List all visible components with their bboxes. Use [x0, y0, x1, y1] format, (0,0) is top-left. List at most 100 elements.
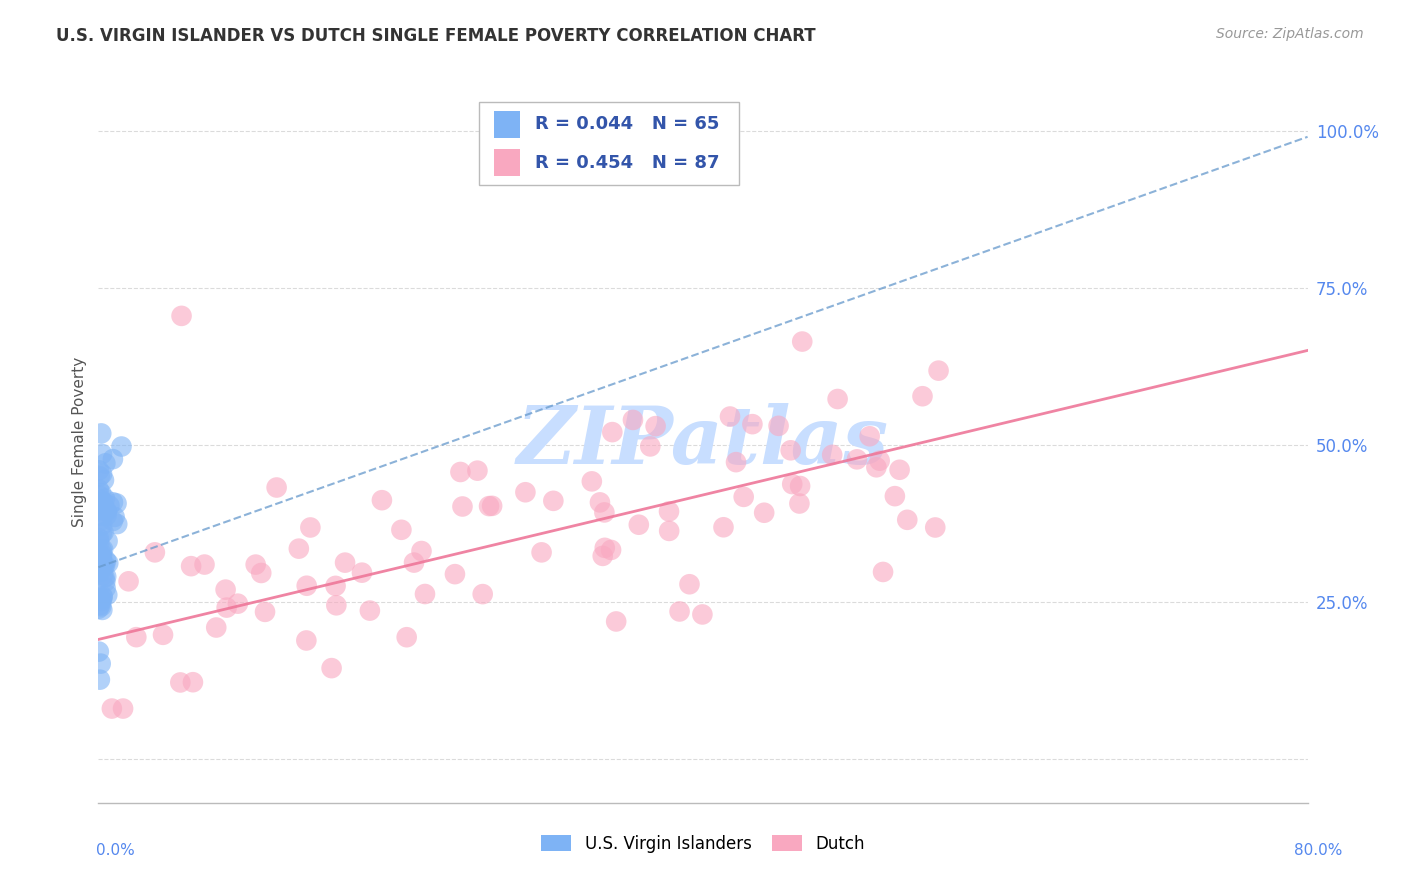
Point [478, 499, 501, 513]
Point [91, 495, 114, 509]
Point [96, 569, 118, 583]
Point [90, 508, 112, 523]
Point [93, 570, 115, 584]
Point [96, 588, 118, 602]
Point [754, 506, 776, 520]
Point [90, 599, 112, 614]
Point [105, 517, 128, 532]
Point [87, 463, 110, 477]
Point [87, 601, 110, 615]
Point [883, 489, 905, 503]
Point [152, 628, 174, 642]
Point [333, 556, 356, 570]
Point [90, 526, 112, 541]
Point [90, 549, 112, 564]
Point [93, 473, 115, 487]
Point [96, 508, 118, 523]
Point [371, 493, 394, 508]
Point [97, 534, 120, 549]
Point [193, 558, 215, 572]
Point [97, 556, 120, 570]
Point [245, 558, 267, 572]
Point [413, 587, 436, 601]
Point [91, 447, 114, 461]
Bar [494, 149, 520, 177]
Point [889, 463, 911, 477]
Point [90, 593, 112, 607]
Point [605, 615, 627, 629]
Point [741, 417, 763, 432]
Point [928, 364, 950, 378]
Point [104, 509, 127, 524]
Point [170, 309, 193, 323]
Point [821, 448, 844, 462]
Point [640, 439, 662, 453]
Point [169, 675, 191, 690]
Point [101, 495, 124, 509]
Point [94, 581, 117, 595]
Point [627, 517, 650, 532]
Legend: U.S. Virgin Islanders, Dutch: U.S. Virgin Islanders, Dutch [534, 828, 872, 860]
Point [589, 495, 612, 509]
Point [125, 630, 148, 644]
Point [724, 455, 747, 469]
Point [321, 661, 343, 675]
Point [90, 561, 112, 575]
Text: R = 0.044   N = 65: R = 0.044 N = 65 [534, 115, 720, 133]
Point [89, 535, 111, 549]
Point [90, 657, 112, 671]
Point [350, 566, 373, 580]
Point [592, 549, 614, 563]
Point [395, 630, 418, 644]
Point [91, 591, 114, 605]
Point [91, 542, 114, 557]
Point [96, 504, 118, 518]
Point [214, 582, 236, 597]
Point [789, 479, 811, 493]
Point [90, 486, 112, 500]
Y-axis label: Single Female Poverty: Single Female Poverty [72, 357, 87, 526]
Point [89, 469, 111, 483]
Point [91, 502, 114, 516]
Point [90, 591, 112, 606]
Point [87, 488, 110, 502]
Point [827, 392, 849, 406]
Point [226, 597, 249, 611]
Point [266, 481, 288, 495]
Point [117, 574, 139, 589]
Text: U.S. VIRGIN ISLANDER VS DUTCH SINGLE FEMALE POVERTY CORRELATION CHART: U.S. VIRGIN ISLANDER VS DUTCH SINGLE FEM… [56, 27, 815, 45]
Point [94, 574, 117, 589]
Point [359, 604, 381, 618]
Point [872, 565, 894, 579]
Point [451, 500, 474, 514]
Point [713, 520, 735, 534]
Point [143, 545, 166, 559]
Text: ZIPatlas: ZIPatlas [517, 403, 889, 480]
Point [91, 589, 114, 603]
Point [91, 557, 114, 571]
Point [593, 541, 616, 555]
Point [911, 389, 934, 403]
Point [644, 419, 666, 434]
Point [658, 504, 681, 518]
Point [94, 503, 117, 517]
Point [205, 620, 228, 634]
Point [94, 456, 117, 470]
Point [105, 496, 128, 510]
Point [389, 523, 412, 537]
Point [600, 543, 623, 558]
Point [444, 567, 467, 582]
Point [467, 464, 489, 478]
Point [411, 544, 433, 558]
Bar [494, 111, 520, 138]
Point [859, 429, 882, 443]
Text: 80.0%: 80.0% [1295, 843, 1343, 858]
Point [299, 520, 322, 534]
Point [668, 604, 690, 618]
Point [89, 549, 111, 563]
Point [402, 556, 425, 570]
Point [91, 548, 114, 562]
Text: 0.0%: 0.0% [96, 843, 135, 858]
Point [101, 452, 124, 467]
Point [780, 477, 803, 491]
